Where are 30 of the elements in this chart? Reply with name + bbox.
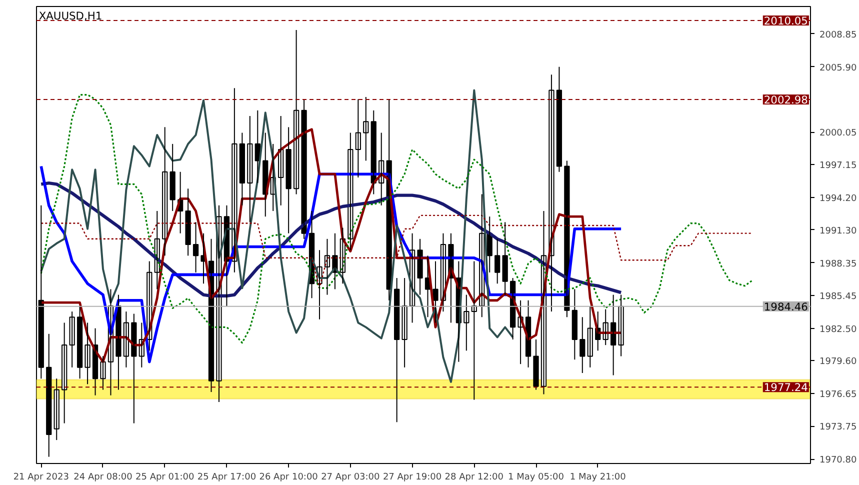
y-tick-label: 1982.50	[820, 324, 857, 335]
x-tick-label: 21 Apr 2023	[13, 472, 69, 482]
y-tick-label: 2005.90	[820, 63, 857, 74]
y-tick-label: 2008.85	[820, 30, 857, 40]
y-tick-label: 1988.35	[820, 259, 857, 270]
ref-line-label: 2010.05	[764, 14, 808, 28]
y-tick-label: 1994.20	[820, 194, 857, 204]
x-tick-label: 25 Apr 01:00	[136, 472, 194, 482]
y-tick-label: 1973.75	[820, 422, 857, 433]
ref-line-label: 1977.24	[764, 381, 808, 394]
x-tick-label: 24 Apr 08:00	[74, 472, 133, 482]
y-tick-label: 2000.05	[820, 128, 857, 139]
x-tick-label: 1 May 21:00	[570, 472, 626, 482]
line-series	[40, 89, 514, 383]
x-tick-label: 1 May 05:00	[508, 472, 564, 482]
y-tick-label: 1991.30	[820, 226, 857, 236]
chart-title: XAUUSD,H1	[38, 10, 102, 22]
x-tick-label: 27 Apr 19:00	[382, 472, 442, 482]
x-tick-label: 28 Apr 12:00	[444, 472, 504, 482]
x-tick-label: 25 Apr 17:00	[197, 472, 256, 482]
y-tick-label: 1997.15	[820, 161, 857, 172]
y-tick-label: 1985.45	[820, 292, 857, 302]
x-tick-label: 26 Apr 10:00	[259, 472, 318, 482]
ref-line-label: 1984.46	[764, 300, 808, 314]
line-series	[40, 94, 754, 344]
y-tick-label: 1979.60	[820, 357, 857, 368]
ref-line-label: 2002.98	[764, 93, 808, 106]
y-tick-label: 1976.65	[820, 390, 857, 400]
y-tick-label: 1970.80	[820, 456, 857, 466]
x-tick-label: 27 Apr 03:00	[321, 472, 380, 482]
